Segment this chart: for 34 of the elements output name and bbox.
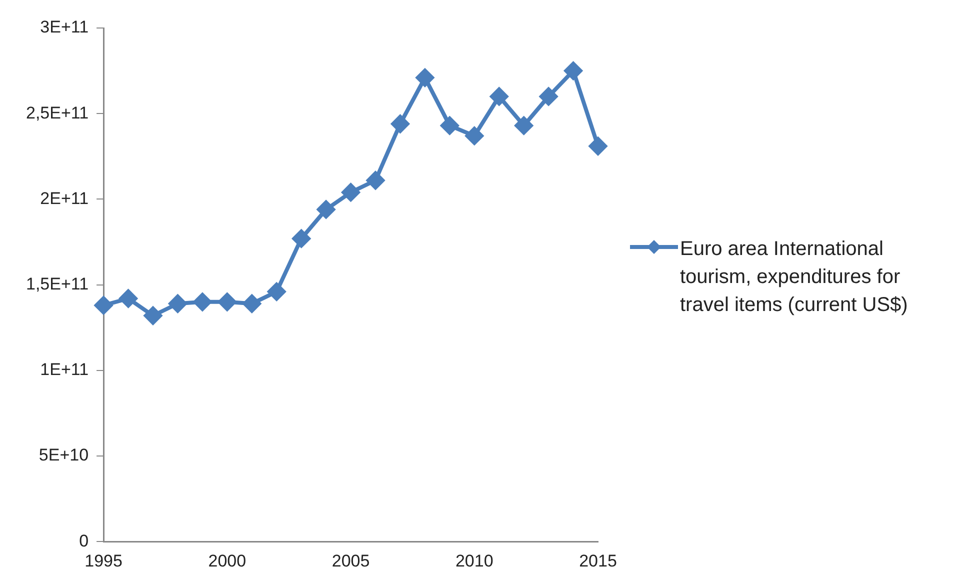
x-tick-label: 1995 xyxy=(84,551,122,570)
point xyxy=(514,116,533,135)
point xyxy=(391,114,410,133)
point xyxy=(366,171,384,190)
point xyxy=(465,126,484,145)
point xyxy=(564,62,582,80)
x-tick-label: 2015 xyxy=(579,551,617,570)
y-tick-label: 2E+11 xyxy=(40,188,89,208)
point xyxy=(317,200,336,218)
y-tick-label: 0 xyxy=(79,531,89,550)
point xyxy=(144,306,162,325)
y-tick-label: 1E+11 xyxy=(40,360,89,380)
point xyxy=(490,87,508,106)
y-tick-label: 3E+11 xyxy=(40,18,89,37)
y-tick-label: 5E+10 xyxy=(38,446,89,465)
point xyxy=(193,292,212,311)
point xyxy=(540,87,558,106)
point xyxy=(342,183,360,202)
y-tick-label: 2,5E+11 xyxy=(26,103,89,122)
point xyxy=(440,116,459,135)
point xyxy=(268,282,286,301)
point xyxy=(242,294,261,313)
point xyxy=(168,294,187,313)
y-tick-label: 1,5E+11 xyxy=(26,274,89,294)
x-tick-label: 2005 xyxy=(332,551,370,570)
point xyxy=(218,292,236,311)
point xyxy=(416,68,434,87)
x-tick-label: 2010 xyxy=(455,551,494,570)
point xyxy=(292,230,310,248)
x-tick-label: 2000 xyxy=(208,551,246,570)
legend-label: Euro area International tourism, expenditures for travel items (current US$) xyxy=(680,236,909,318)
point xyxy=(589,137,607,156)
point xyxy=(94,296,113,314)
point xyxy=(119,289,138,308)
